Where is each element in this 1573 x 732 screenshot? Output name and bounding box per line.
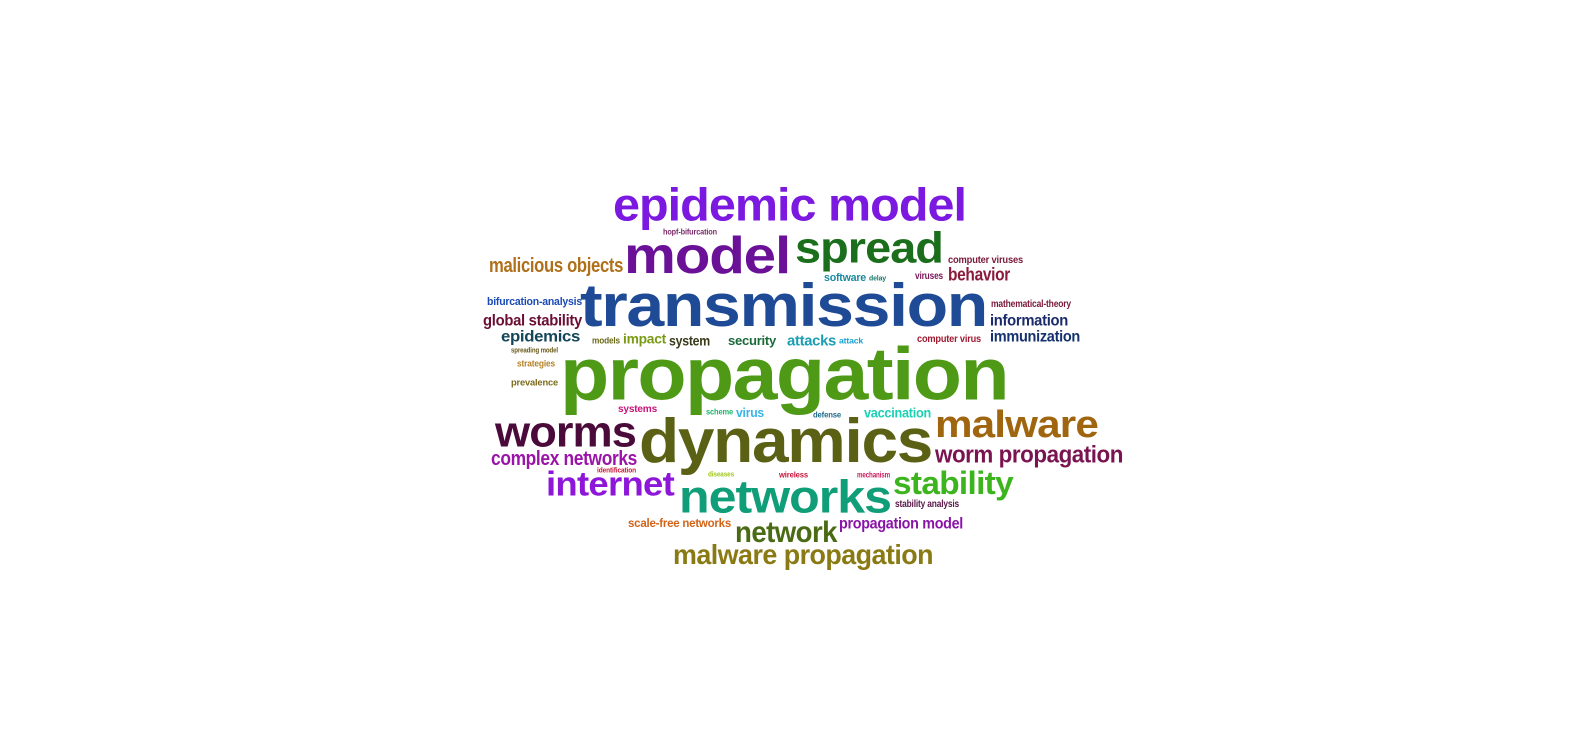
word-mathematical-theory: mathematical-theory xyxy=(991,299,1071,310)
word-viruses: viruses xyxy=(915,271,943,282)
word-models: models xyxy=(592,336,620,346)
word-worms: worms xyxy=(495,407,637,457)
word-virus: virus xyxy=(736,406,764,421)
word-global-stability: global stability xyxy=(483,311,582,330)
word-software: software xyxy=(824,271,866,284)
word-bifurcation-analysis: bifurcation-analysis xyxy=(487,295,582,308)
word-internet: internet xyxy=(546,466,675,504)
word-attack: attack xyxy=(839,336,863,346)
word-scale-free-networks: scale-free networks xyxy=(628,516,731,530)
word-wireless: wireless xyxy=(779,470,808,480)
word-networks: networks xyxy=(679,470,892,523)
word-diseases: diseases xyxy=(708,470,734,479)
word-vaccination: vaccination xyxy=(864,406,931,422)
word-malware: malware xyxy=(935,403,1099,447)
word-information: information xyxy=(990,311,1068,330)
word-computer-virus: computer virus xyxy=(917,334,981,345)
word-spreading-model: spreading model xyxy=(511,346,558,355)
word-stability-analysis: stability analysis xyxy=(895,499,959,510)
word-prevalence: prevalence xyxy=(511,378,558,388)
word-hopf-bifurcation: hopf-bifurcation xyxy=(663,227,717,237)
word-worm-propagation: worm propagation xyxy=(935,441,1123,469)
word-dynamics: dynamics xyxy=(639,405,933,476)
word-malware-propagation: malware propagation xyxy=(673,539,934,571)
word-propagation: propagation xyxy=(560,332,1010,416)
word-behavior: behavior xyxy=(948,265,1010,285)
word-epidemic-model: epidemic model xyxy=(613,178,967,231)
word-complex-networks: complex networks xyxy=(491,447,637,470)
word-stability: stability xyxy=(893,465,1014,502)
word-defense: defense xyxy=(813,410,841,420)
word-computer-viruses: computer viruses xyxy=(948,255,1023,266)
word-propagation-model: propagation model xyxy=(839,514,963,533)
word-model: model xyxy=(624,226,791,285)
word-epidemics: epidemics xyxy=(501,327,580,346)
word-transmission: transmission xyxy=(580,272,988,340)
word-identification: identification xyxy=(597,466,636,475)
word-delay: delay xyxy=(869,274,886,283)
word-network: network xyxy=(735,516,838,550)
word-systems: systems xyxy=(618,404,657,415)
word-immunization: immunization xyxy=(990,327,1080,346)
word-attacks: attacks xyxy=(787,332,836,350)
word-scheme: scheme xyxy=(706,407,733,417)
word-system: system xyxy=(669,334,710,350)
word-malicious-objects: malicious objects xyxy=(489,254,623,277)
word-spread: spread xyxy=(795,223,944,273)
word-impact: impact xyxy=(623,332,666,348)
word-security: security xyxy=(728,334,776,349)
word-strategies: strategies xyxy=(517,359,555,369)
word-mechanism: mechanism xyxy=(857,470,890,480)
